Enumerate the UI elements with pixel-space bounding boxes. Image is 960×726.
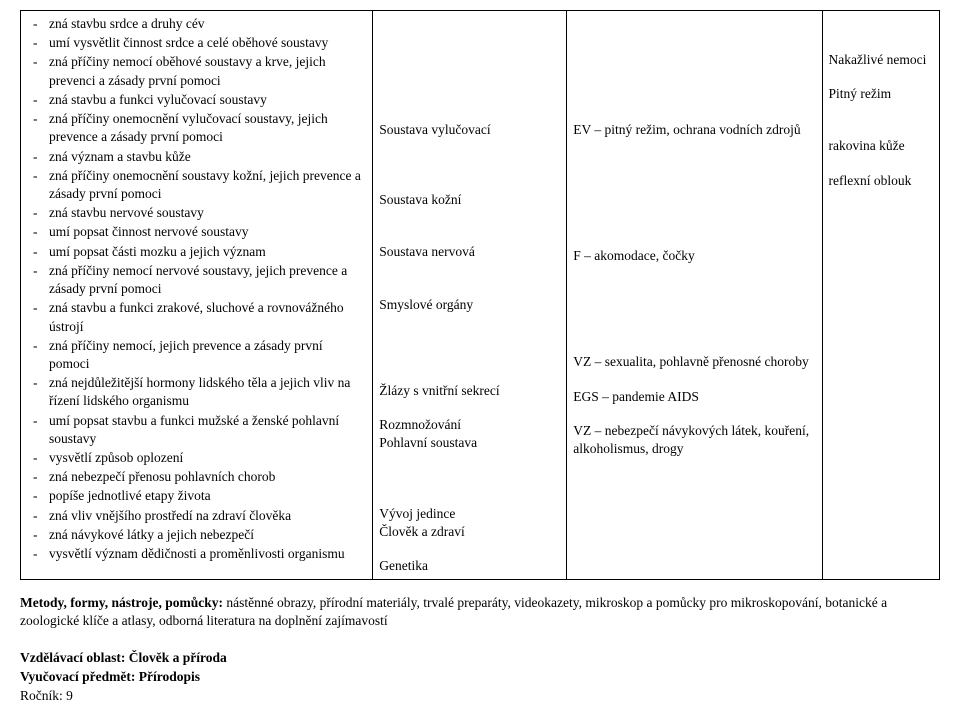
- list-item: zná návykové látky a jejich nebezpečí: [27, 526, 366, 544]
- note-line: rakovina kůže: [829, 137, 933, 155]
- curriculum-table: zná stavbu srdce a druhy cév umí vysvětl…: [20, 10, 940, 580]
- topic-line: Vývoj jedince: [379, 505, 560, 523]
- list-item: umí popsat činnost nervové soustavy: [27, 223, 366, 241]
- topics-cell: Soustava vylučovací Soustava kožní Soust…: [373, 11, 567, 580]
- list-item: zná význam a stavbu kůže: [27, 148, 366, 166]
- cross-line: VZ – sexualita, pohlavně přenosné chorob…: [573, 353, 815, 371]
- list-item: vysvětlí způsob oplození: [27, 449, 366, 467]
- topic-line: Smyslové orgány: [379, 296, 560, 314]
- topic-line: Soustava kožní: [379, 191, 560, 209]
- heading-area: Vzdělávací oblast: Člověk a příroda: [20, 649, 940, 667]
- topic-line: Člověk a zdraví: [379, 523, 560, 541]
- list-item: zná stavbu a funkci zrakové, sluchové a …: [27, 299, 366, 335]
- list-item: vysvětlí význam dědičnosti a proměnlivos…: [27, 545, 366, 563]
- topic-line: Soustava vylučovací: [379, 121, 560, 139]
- list-item: zná stavbu a funkci vylučovací soustavy: [27, 91, 366, 109]
- cross-line: EGS – pandemie AIDS: [573, 388, 815, 406]
- list-item: zná příčiny onemocnění vylučovací sousta…: [27, 110, 366, 146]
- outcomes-list: zná stavbu srdce a druhy cév umí vysvětl…: [27, 15, 366, 563]
- list-item: umí popsat stavbu a funkci mužské a žens…: [27, 412, 366, 448]
- topic-line: Genetika: [379, 557, 560, 575]
- topic-line: Žlázy s vnitřní sekrecí: [379, 382, 560, 400]
- methods-label: Metody, formy, nástroje, pomůcky:: [20, 595, 223, 610]
- crosslinks-cell: EV – pitný režim, ochrana vodních zdrojů…: [567, 11, 822, 580]
- note-line: Nakažlivé nemoci: [829, 51, 933, 69]
- heading-grade: Ročník: 9: [20, 687, 940, 705]
- list-item: umí popsat části mozku a jejich význam: [27, 243, 366, 261]
- methods-paragraph: Metody, formy, nástroje, pomůcky: nástěn…: [20, 594, 940, 630]
- list-item: zná příčiny onemocnění soustavy kožní, j…: [27, 167, 366, 203]
- list-item: zná stavbu srdce a druhy cév: [27, 15, 366, 33]
- list-item: zná příčiny nemocí nervové soustavy, jej…: [27, 262, 366, 298]
- list-item: popíše jednotlivé etapy života: [27, 487, 366, 505]
- cross-line: EV – pitný režim, ochrana vodních zdrojů: [573, 121, 815, 139]
- cross-line: F – akomodace, čočky: [573, 247, 815, 265]
- topic-line: Soustava nervová: [379, 243, 560, 261]
- list-item: zná vliv vnějšího prostředí na zdraví čl…: [27, 507, 366, 525]
- topic-line: Rozmnožování: [379, 416, 560, 434]
- list-item: zná nebezpečí přenosu pohlavních chorob: [27, 468, 366, 486]
- outcomes-cell: zná stavbu srdce a druhy cév umí vysvětl…: [21, 11, 373, 580]
- note-line: Pitný režim: [829, 85, 933, 103]
- list-item: zná příčiny nemocí, jejich prevence a zá…: [27, 337, 366, 373]
- note-line: reflexní oblouk: [829, 172, 933, 190]
- cross-line: VZ – nebezpečí návykových látek, kouření…: [573, 422, 815, 458]
- list-item: zná stavbu nervové soustavy: [27, 204, 366, 222]
- list-item: umí vysvětlit činnost srdce a celé oběho…: [27, 34, 366, 52]
- list-item: zná nejdůležitější hormony lidského těla…: [27, 374, 366, 410]
- topic-line: Pohlavní soustava: [379, 434, 560, 452]
- notes-cell: Nakažlivé nemoci Pitný režim rakovina ků…: [822, 11, 939, 580]
- subject-headings: Vzdělávací oblast: Člověk a příroda Vyuč…: [20, 649, 940, 706]
- list-item: zná příčiny nemocí oběhové soustavy a kr…: [27, 53, 366, 89]
- heading-subject: Vyučovací předmět: Přírodopis: [20, 668, 940, 686]
